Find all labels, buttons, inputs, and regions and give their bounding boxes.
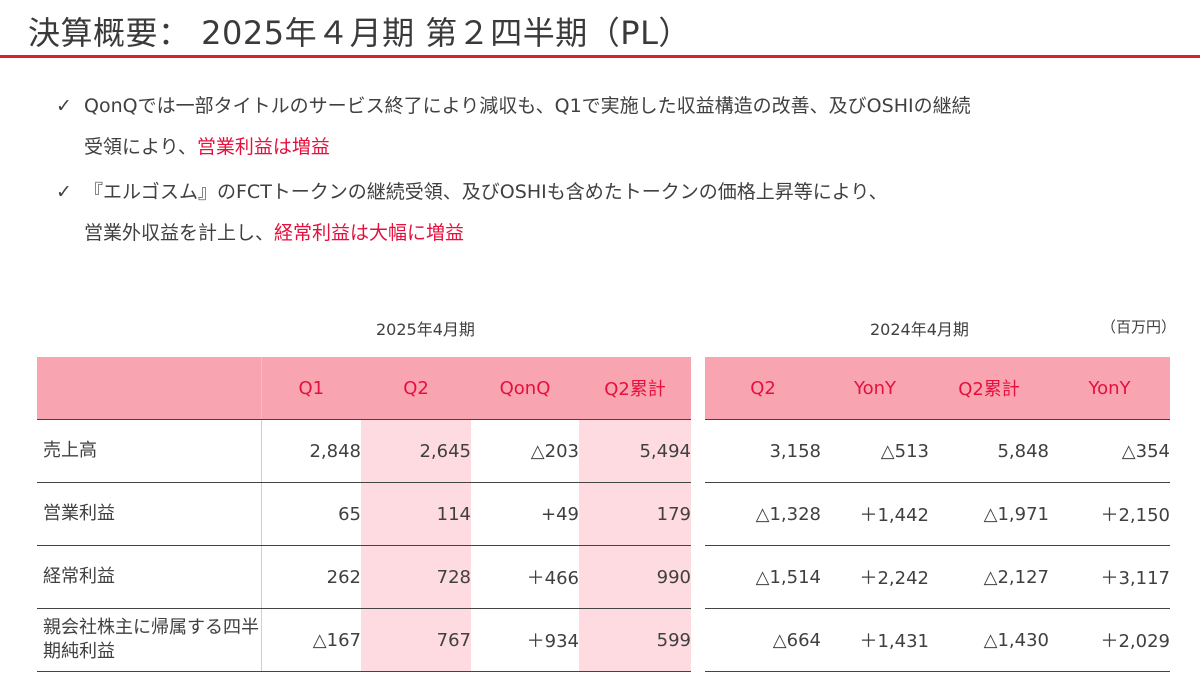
header-q2: Q2 xyxy=(361,357,471,420)
cell-qonq: ＋466 xyxy=(471,545,579,609)
cell-qonq: △203 xyxy=(471,419,579,483)
title-underline xyxy=(0,55,1200,58)
bullet-highlight: 営業利益は増益 xyxy=(196,136,330,158)
cell-q2-cumulative: 599 xyxy=(579,608,691,672)
cell-q1: △167 xyxy=(261,608,361,672)
header-q2-cumulative: Q2累計 xyxy=(579,357,691,420)
unit-label: （百万円） xyxy=(1100,318,1176,336)
header-q2-cumulative: Q2累計 xyxy=(929,357,1049,420)
cell-q2-cumulative: △2,127 xyxy=(929,545,1049,609)
cell-yony: ＋1,431 xyxy=(821,608,929,672)
table-row: △664 ＋1,431 △1,430 ＋2,029 xyxy=(705,608,1170,672)
cell-yony: △513 xyxy=(821,419,929,483)
table-row: 経常利益 262 728 ＋466 990 xyxy=(37,545,691,609)
bullet-text: QonQでは一部タイトルのサービス終了により減収も、Q1で実施した収益構造の改善… xyxy=(84,95,971,117)
bullet-highlight: 経常利益は大幅に増益 xyxy=(274,222,465,244)
summary-bullets: ✓ QonQでは一部タイトルのサービス終了により減収も、Q1で実施した収益構造の… xyxy=(56,86,1186,258)
header-yony-cumulative: YonY xyxy=(1049,357,1170,420)
cell-q2: △1,328 xyxy=(705,482,821,546)
cell-yony: ＋2,242 xyxy=(821,545,929,609)
cell-yony-cumulative: ＋2,150 xyxy=(1049,482,1170,546)
table-row: 親会社株主に帰属する四半期純利益 △167 767 ＋934 599 xyxy=(37,608,691,672)
table-row: △1,328 ＋1,442 △1,971 ＋2,150 xyxy=(705,482,1170,546)
cell-yony-cumulative: △354 xyxy=(1049,419,1170,483)
header-yony: YonY xyxy=(821,357,929,420)
cell-q2: 728 xyxy=(361,545,471,609)
cell-q2: 3,158 xyxy=(705,419,821,483)
header-q2: Q2 xyxy=(705,357,821,420)
cell-q2: 114 xyxy=(361,482,471,546)
cell-q2-cumulative: 5,494 xyxy=(579,419,691,483)
cell-q2-cumulative: 5,848 xyxy=(929,419,1049,483)
cell-q1: 262 xyxy=(261,545,361,609)
cell-qonq: +49 xyxy=(471,482,579,546)
cell-qonq: ＋934 xyxy=(471,608,579,672)
row-label: 営業利益 xyxy=(37,482,262,546)
bullet-item: ✓ 『エルゴスム』のFCTトークンの継続受領、及びOSHIも含めたトークンの価格… xyxy=(56,172,1186,254)
header-qonq: QonQ xyxy=(471,357,579,420)
table-2024: Q2 YonY Q2累計 YonY 3,158 △513 5,848 △354 … xyxy=(705,357,1170,672)
cell-q2: 767 xyxy=(361,608,471,672)
table-row: 3,158 △513 5,848 △354 xyxy=(705,419,1170,483)
table-row: 営業利益 65 114 +49 179 xyxy=(37,482,691,546)
table-row: 売上高 2,848 2,645 △203 5,494 xyxy=(37,419,691,483)
cell-q2-cumulative: 179 xyxy=(579,482,691,546)
section-label-2024: 2024年4月期 xyxy=(870,320,969,339)
cell-q2-cumulative: △1,430 xyxy=(929,608,1049,672)
row-label: 売上高 xyxy=(37,419,262,483)
cell-yony-cumulative: ＋2,029 xyxy=(1049,608,1170,672)
cell-q2-cumulative: 990 xyxy=(579,545,691,609)
cell-q1: 2,848 xyxy=(261,419,361,483)
section-label-2025: 2025年4月期 xyxy=(376,320,475,339)
row-label: 経常利益 xyxy=(37,545,262,609)
row-label: 親会社株主に帰属する四半期純利益 xyxy=(37,608,262,672)
table-2025: Q1 Q2 QonQ Q2累計 売上高 2,848 2,645 △203 5,4… xyxy=(37,357,691,672)
header-blank xyxy=(37,357,262,420)
cell-q2: 2,645 xyxy=(361,419,471,483)
header-q1: Q1 xyxy=(261,357,361,420)
cell-yony: ＋1,442 xyxy=(821,482,929,546)
table-row: △1,514 ＋2,242 △2,127 ＋3,117 xyxy=(705,545,1170,609)
page-title: 決算概要： 2025年４月期 第２四半期（PL） xyxy=(28,14,691,52)
cell-q2: △664 xyxy=(705,608,821,672)
cell-q2-cumulative: △1,971 xyxy=(929,482,1049,546)
check-icon: ✓ xyxy=(56,95,72,117)
bullet-item: ✓ QonQでは一部タイトルのサービス終了により減収も、Q1で実施した収益構造の… xyxy=(56,86,1186,168)
cell-q1: 65 xyxy=(261,482,361,546)
bullet-text: 『エルゴスム』のFCTトークンの継続受領、及びOSHIも含めたトークンの価格上昇… xyxy=(84,181,888,203)
table-header-row: Q2 YonY Q2累計 YonY xyxy=(705,357,1170,420)
bullet-text-cont: 営業外収益を計上し、 xyxy=(84,222,275,244)
bullet-text-cont: 受領により、 xyxy=(84,136,197,158)
check-icon: ✓ xyxy=(56,181,72,203)
table-header-row: Q1 Q2 QonQ Q2累計 xyxy=(37,357,691,420)
cell-q2: △1,514 xyxy=(705,545,821,609)
cell-yony-cumulative: ＋3,117 xyxy=(1049,545,1170,609)
